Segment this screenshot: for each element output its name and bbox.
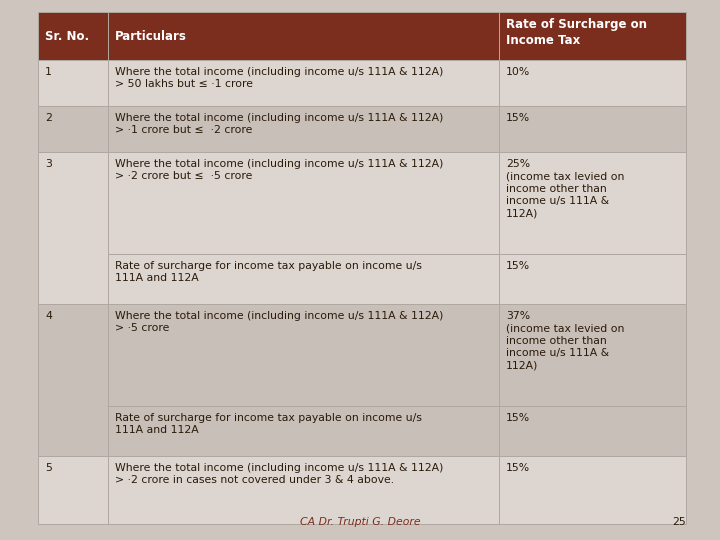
Text: CA Dr. Trupti G. Deore: CA Dr. Trupti G. Deore (300, 517, 420, 527)
Bar (499, 12, 686, 60)
Bar (499, 304, 686, 406)
Bar (38, 106, 108, 152)
Bar (108, 106, 499, 152)
Text: 4: 4 (45, 311, 52, 321)
Text: 25: 25 (672, 517, 686, 527)
Bar (499, 456, 686, 524)
Text: 15%: 15% (506, 463, 530, 473)
Text: 2: 2 (45, 113, 52, 123)
Text: Where the total income (including income u/s 111A & 112A)
> ·2 crore in cases no: Where the total income (including income… (115, 463, 444, 485)
Bar (108, 304, 499, 406)
Text: Where the total income (including income u/s 111A & 112A)
> ·5 crore: Where the total income (including income… (115, 311, 444, 333)
Text: Rate of Surcharge on
Income Tax: Rate of Surcharge on Income Tax (506, 18, 647, 47)
Text: Sr. No.: Sr. No. (45, 30, 89, 43)
Text: 1: 1 (45, 67, 52, 77)
Bar (38, 152, 108, 304)
Text: Where the total income (including income u/s 111A & 112A)
> 50 lakhs but ≤ ·1 cr: Where the total income (including income… (115, 67, 444, 90)
Text: 15%: 15% (506, 413, 530, 423)
Text: Rate of surcharge for income tax payable on income u/s
111A and 112A: Rate of surcharge for income tax payable… (115, 413, 422, 435)
Bar (499, 406, 686, 456)
Bar (38, 456, 108, 524)
Text: 15%: 15% (506, 113, 530, 123)
Bar (38, 60, 108, 106)
Bar (108, 152, 499, 254)
Text: 3: 3 (45, 159, 52, 169)
Bar (499, 60, 686, 106)
Text: 5: 5 (45, 463, 52, 473)
Bar (499, 152, 686, 254)
Bar (38, 12, 108, 60)
Bar (108, 60, 499, 106)
Bar (38, 304, 108, 456)
Text: 37%
(income tax levied on
income other than
income u/s 111A &
112A): 37% (income tax levied on income other t… (506, 311, 624, 370)
Bar (108, 406, 499, 456)
Text: 10%: 10% (506, 67, 530, 77)
Bar (108, 456, 499, 524)
Text: 15%: 15% (506, 261, 530, 271)
Bar (108, 12, 499, 60)
Bar (499, 106, 686, 152)
Text: Particulars: Particulars (115, 30, 187, 43)
Text: Where the total income (including income u/s 111A & 112A)
> ·1 crore but ≤  ·2 c: Where the total income (including income… (115, 113, 444, 136)
Text: 25%
(income tax levied on
income other than
income u/s 111A &
112A): 25% (income tax levied on income other t… (506, 159, 624, 219)
Bar (108, 254, 499, 304)
Text: Rate of surcharge for income tax payable on income u/s
111A and 112A: Rate of surcharge for income tax payable… (115, 261, 422, 284)
Text: Where the total income (including income u/s 111A & 112A)
> ·2 crore but ≤  ·5 c: Where the total income (including income… (115, 159, 444, 181)
Bar (499, 254, 686, 304)
